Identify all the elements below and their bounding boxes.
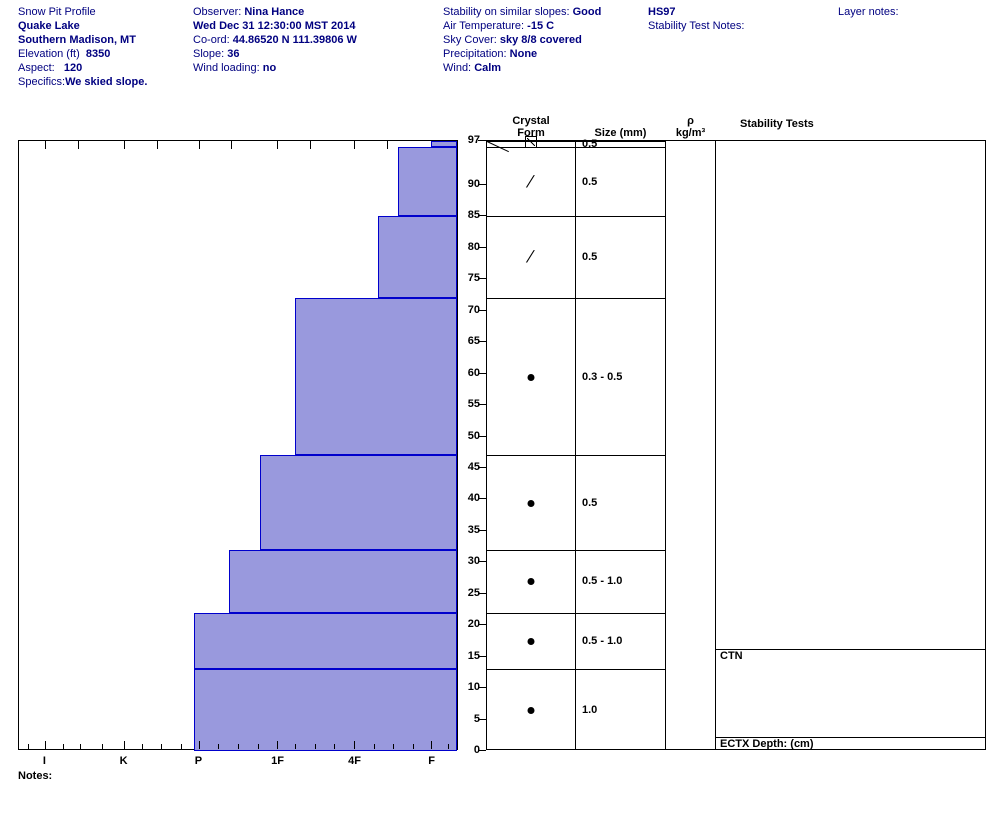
crystal-size: 0.5 - 1.0 [582, 575, 622, 587]
top-ticks [19, 141, 457, 149]
lbl-snowpit: Snow Pit Profile [18, 6, 96, 18]
val-elev: 8350 [86, 48, 110, 60]
crystal-size: 0.5 [582, 497, 597, 509]
hdr-crystal: Crystal [512, 115, 549, 127]
depth-label: 15 [460, 650, 480, 662]
depth-label: 50 [460, 430, 480, 442]
hardness-bar [378, 216, 457, 298]
crystal-form-icon [528, 494, 535, 512]
lbl-windload: Wind loading: [193, 62, 260, 74]
layer-columns: CrystalForm ∕∕ Size (mm) 0.50.50.50.3 - … [486, 140, 986, 750]
notes-label: Notes: [18, 770, 52, 782]
stability-test-entry: CTN [720, 650, 743, 662]
val-wind: Calm [474, 62, 501, 74]
crystal-form-icon: ∕ [529, 171, 532, 192]
depth-label: 40 [460, 492, 480, 504]
val-specifics: We skied slope. [65, 76, 147, 88]
hdr-rho2: kg/m³ [666, 127, 715, 139]
lbl-stability: Stability on similar slopes: [443, 6, 570, 18]
lbl-elev: Elevation (ft) [18, 48, 80, 60]
val-precip: None [510, 48, 538, 60]
crystal-form-icon: ∕ [529, 247, 532, 268]
depth-label: 30 [460, 555, 480, 567]
lbl-specifics: Specifics: [18, 76, 65, 88]
crystal-size: 0.5 [582, 251, 597, 263]
lbl-slope: Slope: [193, 48, 224, 60]
crystal-form-icon [528, 572, 535, 590]
crystal-form-icon [525, 135, 537, 153]
hardness-chart [18, 140, 458, 750]
depth-label: 45 [460, 461, 480, 473]
header-metadata: Snow Pit Profile Observer: Nina Hance St… [18, 6, 984, 90]
col-size: Size (mm) 0.50.50.50.3 - 0.50.50.5 - 1.0… [576, 140, 666, 750]
crystal-size: 0.3 - 0.5 [582, 371, 622, 383]
crystal-form-icon [528, 632, 535, 650]
depth-label: 85 [460, 209, 480, 221]
val-location: Quake Lake [18, 20, 80, 32]
val-stability: Good [573, 6, 602, 18]
depth-label: 80 [460, 241, 480, 253]
crystal-size: 1.0 [582, 704, 597, 716]
depth-label: 55 [460, 398, 480, 410]
hardness-bar [194, 669, 457, 751]
x-label: K [120, 755, 128, 767]
col-hdr-stability: Stability Tests [740, 118, 814, 130]
depth-axis: 05101520253035404550556065707580859097 [460, 140, 486, 750]
val-datetime: Wed Dec 31 12:30:00 MST 2014 [193, 20, 355, 32]
val-coord: 44.86520 N 111.39806 W [233, 34, 357, 46]
depth-label: 20 [460, 618, 480, 630]
x-label: I [43, 755, 46, 767]
x-label: F [428, 755, 435, 767]
depth-label: 5 [460, 713, 480, 725]
crystal-form-icon [528, 701, 535, 719]
col-density: ρkg/m³ [666, 140, 716, 750]
val-sky: sky 8/8 covered [500, 34, 582, 46]
lbl-aspect: Aspect: [18, 62, 55, 74]
hardness-bar [229, 550, 457, 613]
col-stability-tests: CTN ECTX Depth: (cm) [716, 140, 986, 750]
lbl-wind: Wind: [443, 62, 471, 74]
depth-label: 0 [460, 744, 480, 756]
hardness-bar [194, 613, 457, 670]
hardness-bar [295, 298, 457, 455]
depth-label: 70 [460, 304, 480, 316]
lbl-airtemp: Air Temperature: [443, 20, 524, 32]
lbl-sky: Sky Cover: [443, 34, 497, 46]
val-airtemp: -15 C [527, 20, 554, 32]
crystal-size: 0.5 [582, 138, 597, 150]
col-crystal-form: CrystalForm ∕∕ [486, 140, 576, 750]
x-label: 4F [348, 755, 361, 767]
val-observer: Nina Hance [244, 6, 304, 18]
val-region: Southern Madison, MT [18, 34, 136, 46]
val-hs: HS97 [648, 6, 676, 18]
depth-label: 97 [460, 134, 480, 146]
crystal-form-icon [528, 368, 535, 386]
val-aspect: 120 [64, 62, 82, 74]
depth-label: 65 [460, 335, 480, 347]
lbl-observer: Observer: [193, 6, 241, 18]
lbl-layernotes: Layer notes: [838, 6, 899, 18]
val-slope: 36 [227, 48, 239, 60]
stability-test-entry: ECTX Depth: (cm) [720, 738, 814, 750]
depth-label: 10 [460, 681, 480, 693]
crystal-size: 0.5 [582, 176, 597, 188]
depth-label: 60 [460, 367, 480, 379]
depth-label: 90 [460, 178, 480, 190]
hdr-rho: ρ [687, 115, 694, 127]
x-label: 1F [271, 755, 284, 767]
lbl-precip: Precipitation: [443, 48, 507, 60]
depth-label: 75 [460, 272, 480, 284]
depth-label: 25 [460, 587, 480, 599]
crystal-size: 0.5 - 1.0 [582, 635, 622, 647]
val-windload: no [263, 62, 276, 74]
depth-label: 35 [460, 524, 480, 536]
hardness-bar [398, 147, 457, 216]
hardness-bar [260, 455, 457, 549]
lbl-stabnotes: Stability Test Notes: [648, 20, 744, 32]
lbl-coord: Co-ord: [193, 34, 230, 46]
x-label: P [195, 755, 202, 767]
x-axis-labels: I K P 1F 4F F [18, 755, 458, 771]
